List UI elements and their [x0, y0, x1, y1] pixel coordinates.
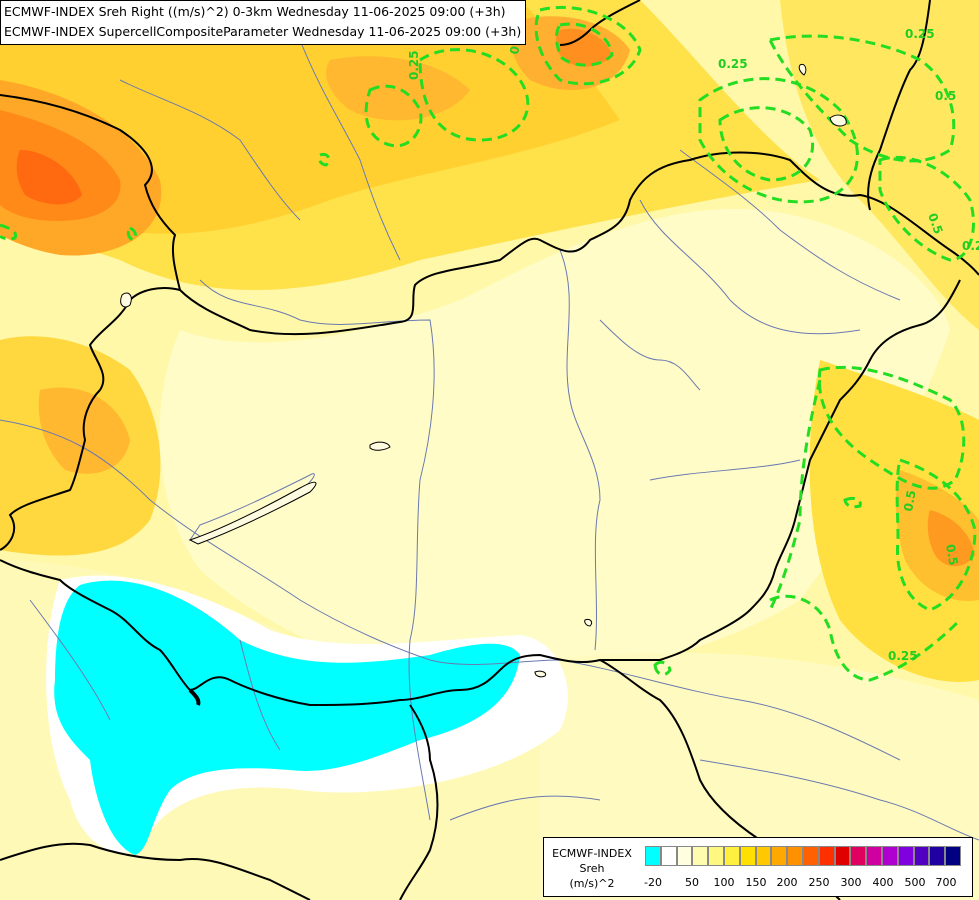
legend-swatch: [771, 846, 788, 866]
legend-tick: 700: [935, 876, 957, 889]
contour-label: 0.25: [407, 50, 421, 80]
legend-title-line: (m/s)^2: [569, 877, 615, 890]
legend-tick: 250: [808, 876, 830, 889]
legend-swatch: [834, 846, 851, 866]
contour-label: 0.5: [943, 543, 960, 566]
legend-swatch: [692, 846, 709, 866]
legend-tick: -20: [644, 876, 662, 889]
contour-label: 0.25: [718, 57, 748, 71]
legend-tick: 50: [685, 876, 699, 889]
legend-title: ECMWF-INDEX Sreh (m/s)^2: [546, 846, 638, 891]
legend-swatch: [645, 846, 661, 866]
contour-label: 0.5: [925, 211, 945, 236]
legend-swatch: [913, 846, 930, 866]
legend-swatch: [881, 846, 898, 866]
legend-swatch: [866, 846, 882, 866]
legend-tick: 150: [745, 876, 767, 889]
legend-swatch: [723, 846, 740, 866]
legend-swatch: [676, 846, 693, 866]
contour-label: 0.25: [962, 239, 979, 253]
map-title-box: ECMWF-INDEX Sreh Right ((m/s)^2) 0-3km W…: [0, 0, 527, 45]
color-legend: ECMWF-INDEX Sreh (m/s)^2 -20 50 100 150 200 2…: [543, 837, 973, 897]
contour-label: 0.25: [888, 649, 918, 663]
map-title-sreh: ECMWF-INDEX Sreh Right ((m/s)^2) 0-3km W…: [4, 4, 506, 19]
legend-tick: 400: [872, 876, 894, 889]
legend-color-bar: [645, 846, 961, 866]
legend-swatch: [755, 846, 772, 866]
legend-tick: 100: [713, 876, 735, 889]
legend-ticks: -20 50 100 150 200 250 300 400 500 700: [644, 876, 965, 890]
legend-swatch: [818, 846, 835, 866]
legend-tick: 300: [840, 876, 862, 889]
legend-title-line: Sreh: [579, 862, 605, 875]
legend-swatch: [787, 846, 803, 866]
contour-label: 0.5: [935, 89, 956, 103]
legend-swatch: [660, 846, 677, 866]
legend-swatch: [929, 846, 946, 866]
contour-label: 0.25: [905, 27, 935, 41]
legend-swatch: [739, 846, 756, 866]
legend-swatch: [850, 846, 867, 866]
legend-swatch: [802, 846, 819, 866]
legend-swatch: [897, 846, 914, 866]
legend-title-line: ECMWF-INDEX: [552, 847, 632, 860]
legend-swatch: [945, 846, 961, 866]
contour-label: 0.5: [901, 489, 918, 512]
map-title-scp: ECMWF-INDEX SupercellCompositeParameter …: [4, 24, 522, 39]
legend-swatch: [708, 846, 724, 866]
legend-tick: 200: [776, 876, 798, 889]
legend-tick: 500: [904, 876, 926, 889]
